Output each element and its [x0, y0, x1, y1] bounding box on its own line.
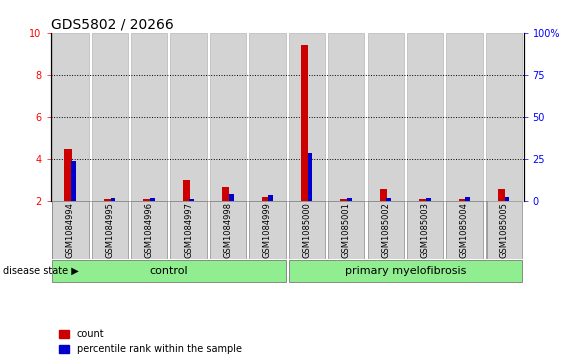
Text: GSM1085004: GSM1085004 [460, 202, 469, 258]
Bar [92, 33, 128, 201]
Bar [340, 199, 347, 201]
Bar [328, 33, 364, 201]
Bar [171, 33, 207, 201]
Bar [419, 199, 426, 201]
Bar [249, 201, 285, 259]
Bar [426, 198, 431, 201]
Bar [446, 201, 482, 259]
Bar [131, 201, 167, 259]
Bar [504, 197, 510, 201]
Bar [171, 201, 207, 259]
Text: GSM1084995: GSM1084995 [105, 202, 114, 258]
Bar [301, 45, 308, 201]
Bar [210, 201, 246, 259]
Bar [222, 187, 229, 201]
Bar [379, 189, 387, 201]
Bar [368, 201, 404, 259]
Bar [268, 195, 273, 201]
Bar [189, 199, 194, 201]
Bar [110, 198, 115, 201]
Text: GSM1084999: GSM1084999 [263, 202, 272, 258]
Bar [407, 33, 443, 201]
Text: GSM1085002: GSM1085002 [381, 202, 390, 258]
Bar [289, 260, 522, 282]
Bar [289, 33, 325, 201]
Bar [368, 33, 404, 201]
Text: GSM1084998: GSM1084998 [224, 202, 233, 258]
Bar [328, 201, 364, 259]
Bar [249, 33, 285, 201]
Bar [386, 198, 391, 201]
Text: GSM1084994: GSM1084994 [66, 202, 75, 258]
Text: GSM1084996: GSM1084996 [145, 202, 154, 258]
Bar [182, 180, 190, 201]
Bar [262, 197, 269, 201]
Text: GSM1085005: GSM1085005 [499, 202, 508, 258]
Text: GDS5802 / 20266: GDS5802 / 20266 [51, 17, 173, 32]
Text: disease state ▶: disease state ▶ [3, 266, 79, 276]
Bar [64, 148, 72, 201]
Text: primary myelofibrosis: primary myelofibrosis [345, 266, 466, 276]
Bar [465, 197, 470, 201]
Bar [446, 33, 482, 201]
Bar [71, 161, 76, 201]
Bar [498, 189, 505, 201]
Bar [458, 199, 466, 201]
Bar [104, 199, 111, 201]
Bar [407, 201, 443, 259]
Bar [289, 201, 325, 259]
Bar [143, 199, 150, 201]
Bar [52, 260, 285, 282]
Bar [52, 33, 88, 201]
Bar [229, 194, 234, 201]
Bar [92, 201, 128, 259]
Text: GSM1085003: GSM1085003 [421, 202, 430, 258]
Text: GSM1085000: GSM1085000 [302, 202, 311, 258]
Bar [210, 33, 246, 201]
Bar [150, 198, 155, 201]
Text: GSM1085001: GSM1085001 [342, 202, 351, 258]
Bar [307, 153, 312, 201]
Text: control: control [150, 266, 188, 276]
Text: GSM1084997: GSM1084997 [184, 202, 193, 258]
Bar [347, 198, 352, 201]
Bar [486, 33, 522, 201]
Bar [52, 201, 88, 259]
Bar [486, 201, 522, 259]
Legend: count, percentile rank within the sample: count, percentile rank within the sample [56, 326, 246, 358]
Bar [131, 33, 167, 201]
